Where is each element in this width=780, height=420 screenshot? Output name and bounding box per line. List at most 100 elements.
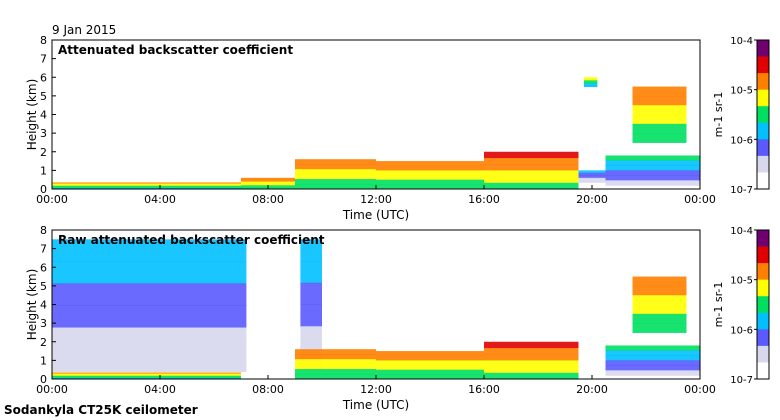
x-tick-label: 16:00	[468, 383, 500, 396]
heatmap-region	[605, 345, 700, 376]
y-tick-label: 6	[40, 71, 47, 84]
heatmap-cell	[241, 183, 295, 186]
instrument-label: Sodankyla CT25K ceilometer	[4, 403, 198, 417]
y-tick-label: 3	[40, 127, 47, 140]
heatmap-region	[484, 151, 579, 190]
heatmap-cell	[52, 239, 247, 262]
heatmap-cell	[484, 176, 579, 184]
heatmap-cell	[52, 376, 241, 379]
heatmap-cell	[605, 345, 700, 351]
heatmap-cell	[52, 349, 247, 373]
heatmap-cell	[52, 283, 247, 306]
heatmap-cell	[52, 327, 247, 351]
x-tick-label: 04:00	[144, 383, 176, 396]
colorbar-swatch	[757, 172, 769, 190]
colorbar-tick-label: 10-6	[730, 135, 753, 146]
x-tick-label: 04:00	[144, 193, 176, 206]
colorbar-unit: m-1 sr-1	[712, 282, 725, 328]
heatmap-cell	[241, 177, 295, 181]
y-axis-label: Height (km)	[25, 269, 39, 340]
heatmap-region	[376, 161, 484, 190]
heatmap-cell	[376, 369, 484, 375]
y-tick-label: 4	[40, 299, 47, 312]
heatmap-cell	[578, 182, 606, 186]
x-tick-label: 00:00	[36, 383, 68, 396]
colorbar-swatch	[757, 362, 769, 380]
x-tick-label: 12:00	[360, 193, 392, 206]
colorbar-swatch	[757, 56, 769, 74]
heatmap-cell	[52, 185, 241, 188]
y-tick-label: 8	[40, 224, 47, 237]
colorbar: 10-7 10-6 10-5 10-4 m-1 sr-1	[712, 36, 770, 196]
colorbar-tick-label: 10-5	[730, 276, 753, 287]
colorbar-tick-label: 10-4	[730, 226, 753, 237]
heatmap-cell	[52, 184, 241, 187]
heatmap-cell	[52, 374, 241, 377]
heatmap-cell	[605, 170, 700, 176]
heatmap-cell	[632, 95, 687, 106]
heatmap-cell	[295, 354, 376, 360]
colorbar-swatch	[757, 230, 769, 248]
y-tick-label: 2	[40, 146, 47, 159]
heatmap-cell	[605, 355, 700, 361]
heatmap-cell	[52, 186, 241, 189]
heatmap-cell	[300, 261, 322, 284]
heatmap-cell	[605, 350, 700, 356]
heatmap-cell	[632, 295, 687, 305]
heatmap-cell	[376, 179, 484, 185]
heatmap-cell	[376, 161, 484, 167]
heatmap-cell	[578, 177, 606, 181]
colorbar-swatch	[757, 73, 769, 91]
heatmap-region	[295, 349, 376, 380]
colorbar-swatch	[757, 155, 769, 173]
heatmap-cell	[52, 261, 247, 284]
y-tick-label: 8	[40, 34, 47, 47]
heatmap-cell	[295, 164, 376, 170]
backscatter-panel: Attenuated backscatter coefficient 0 1 2 3 4 5…	[25, 34, 770, 222]
colorbar-unit: m-1 sr-1	[712, 92, 725, 138]
heatmap-region	[295, 159, 376, 190]
heatmap-cell	[632, 86, 687, 97]
heatmap-cell	[376, 184, 484, 190]
y-axis-label: Height (km)	[25, 79, 39, 150]
heatmap-region	[52, 239, 247, 373]
heatmap-cell	[376, 170, 484, 176]
heatmap-cell	[484, 347, 579, 355]
heatmap-cell	[295, 179, 376, 185]
heatmap-cell	[300, 326, 322, 349]
x-tick-label: 12:00	[360, 383, 392, 396]
heatmap-region	[578, 170, 606, 186]
colorbar-swatch	[757, 312, 769, 330]
heatmap-cell	[605, 165, 700, 171]
colorbar-swatch	[757, 246, 769, 264]
heatmap-cell	[605, 155, 700, 161]
colorbar-swatch	[757, 122, 769, 140]
panel-title: Attenuated backscatter coefficient	[58, 43, 293, 57]
x-tick-label: 16:00	[468, 193, 500, 206]
heatmap-cell	[578, 172, 606, 176]
heatmap-cell	[632, 276, 687, 287]
y-tick-label: 0	[40, 183, 47, 196]
heatmap-region	[376, 351, 484, 380]
heatmap-cell	[632, 313, 687, 324]
heatmap-cell	[52, 182, 241, 185]
colorbar-tick-label: 10-7	[730, 185, 753, 196]
heatmap-cell	[484, 354, 579, 361]
x-tick-label: 08:00	[252, 383, 284, 396]
heatmap-cell	[583, 78, 598, 81]
colorbar-swatch	[757, 263, 769, 281]
heatmap-cell	[605, 365, 700, 371]
colorbar-swatch	[757, 89, 769, 107]
x-tick-label: 20:00	[576, 383, 608, 396]
heatmap-cell	[484, 366, 579, 374]
heatmap-cell	[52, 375, 241, 378]
heatmap-cell	[241, 179, 295, 183]
colorbar-swatch	[757, 296, 769, 314]
y-tick-label: 0	[40, 373, 47, 386]
heatmap-region	[605, 155, 700, 186]
heatmap-cell	[484, 372, 579, 380]
colorbar-swatch	[757, 139, 769, 157]
heatmap-cell	[376, 165, 484, 171]
heatmap-cell	[376, 360, 484, 366]
